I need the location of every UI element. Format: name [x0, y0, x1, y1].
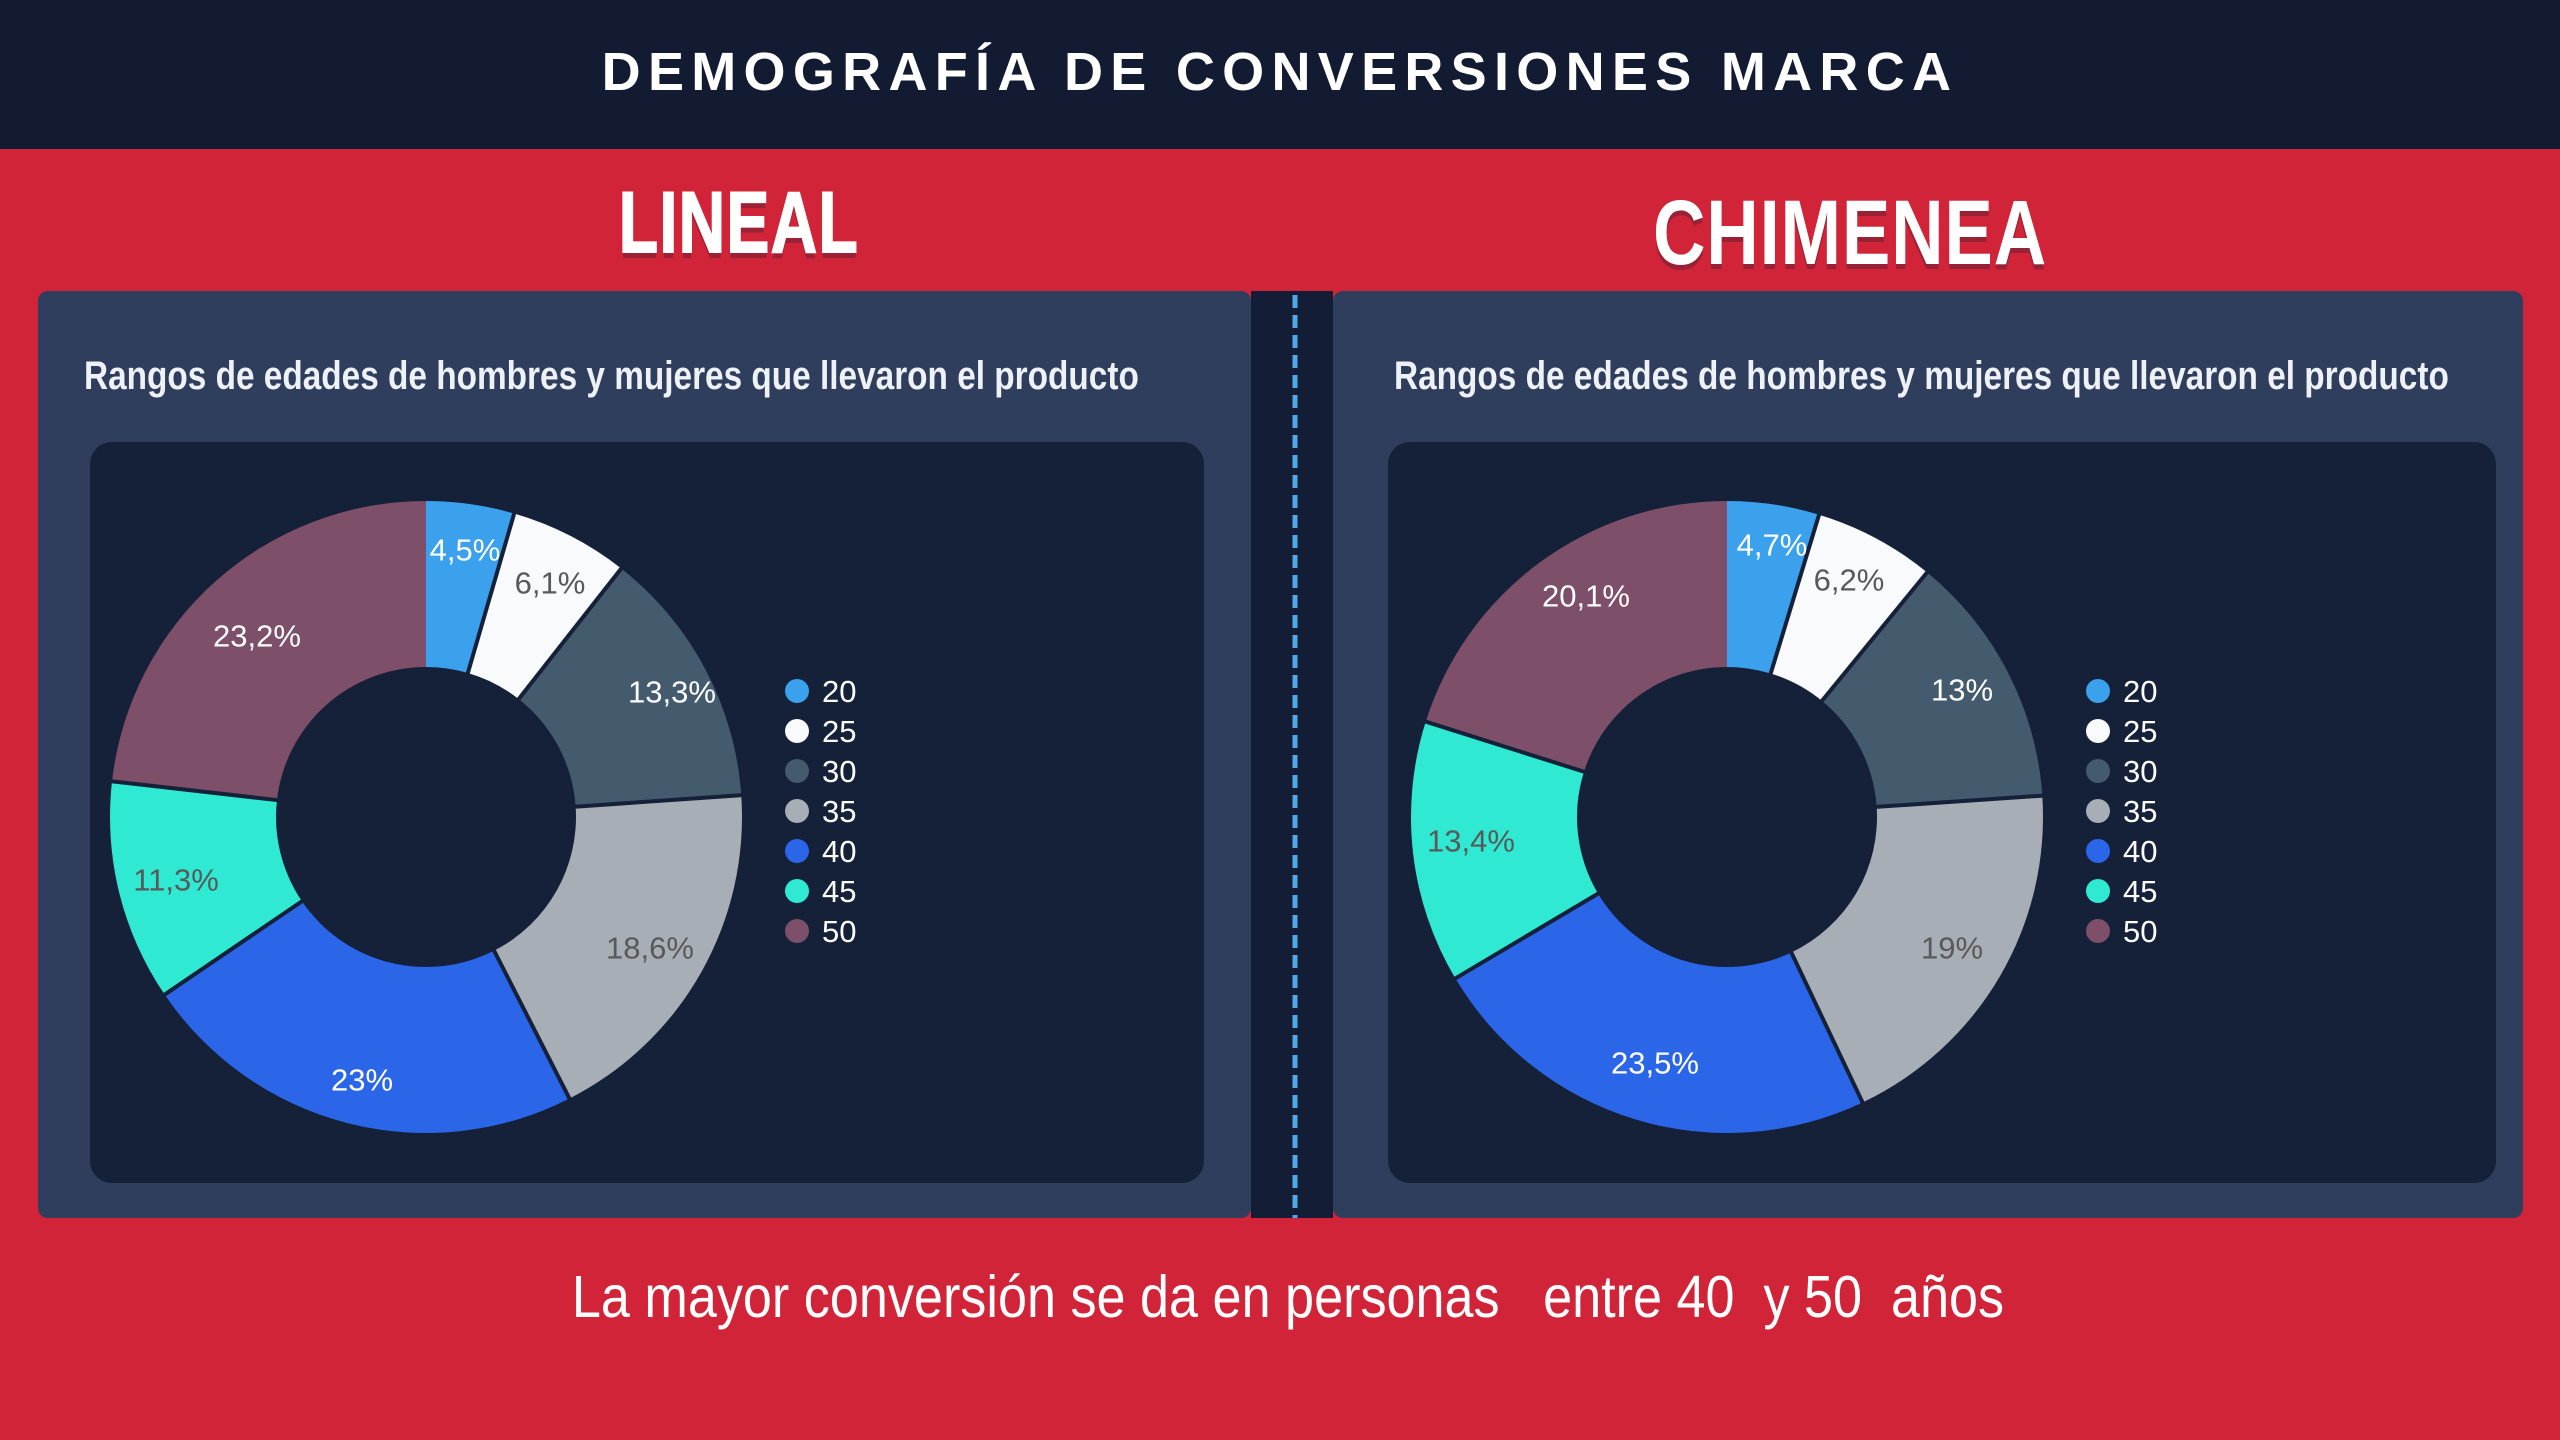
svg-text:18,6%: 18,6%: [606, 931, 694, 966]
svg-text:4,7%: 4,7%: [1737, 528, 1808, 563]
svg-text:50: 50: [822, 914, 856, 949]
svg-text:30: 30: [2123, 754, 2157, 789]
svg-text:35: 35: [2123, 794, 2157, 829]
svg-text:13,3%: 13,3%: [628, 675, 716, 710]
svg-text:40: 40: [2123, 834, 2157, 869]
svg-text:45: 45: [822, 874, 856, 909]
svg-text:11,3%: 11,3%: [133, 863, 219, 898]
svg-text:13,4%: 13,4%: [1427, 824, 1515, 859]
svg-text:20: 20: [822, 674, 856, 709]
svg-text:23,5%: 23,5%: [1611, 1046, 1699, 1081]
svg-text:45: 45: [2123, 874, 2157, 909]
svg-text:30: 30: [822, 754, 856, 789]
svg-text:19%: 19%: [1921, 931, 1983, 966]
svg-text:4,5%: 4,5%: [430, 533, 501, 568]
svg-text:25: 25: [2123, 714, 2157, 749]
svg-text:23%: 23%: [331, 1063, 393, 1098]
svg-text:40: 40: [822, 834, 856, 869]
svg-text:50: 50: [2123, 914, 2157, 949]
svg-text:6,2%: 6,2%: [1814, 563, 1885, 598]
svg-text:25: 25: [822, 714, 856, 749]
svg-text:23,2%: 23,2%: [213, 619, 301, 654]
svg-text:20,1%: 20,1%: [1542, 579, 1630, 614]
svg-text:35: 35: [822, 794, 856, 829]
svg-text:20: 20: [2123, 674, 2157, 709]
svg-text:6,1%: 6,1%: [515, 566, 586, 601]
svg-text:13%: 13%: [1931, 673, 1993, 708]
